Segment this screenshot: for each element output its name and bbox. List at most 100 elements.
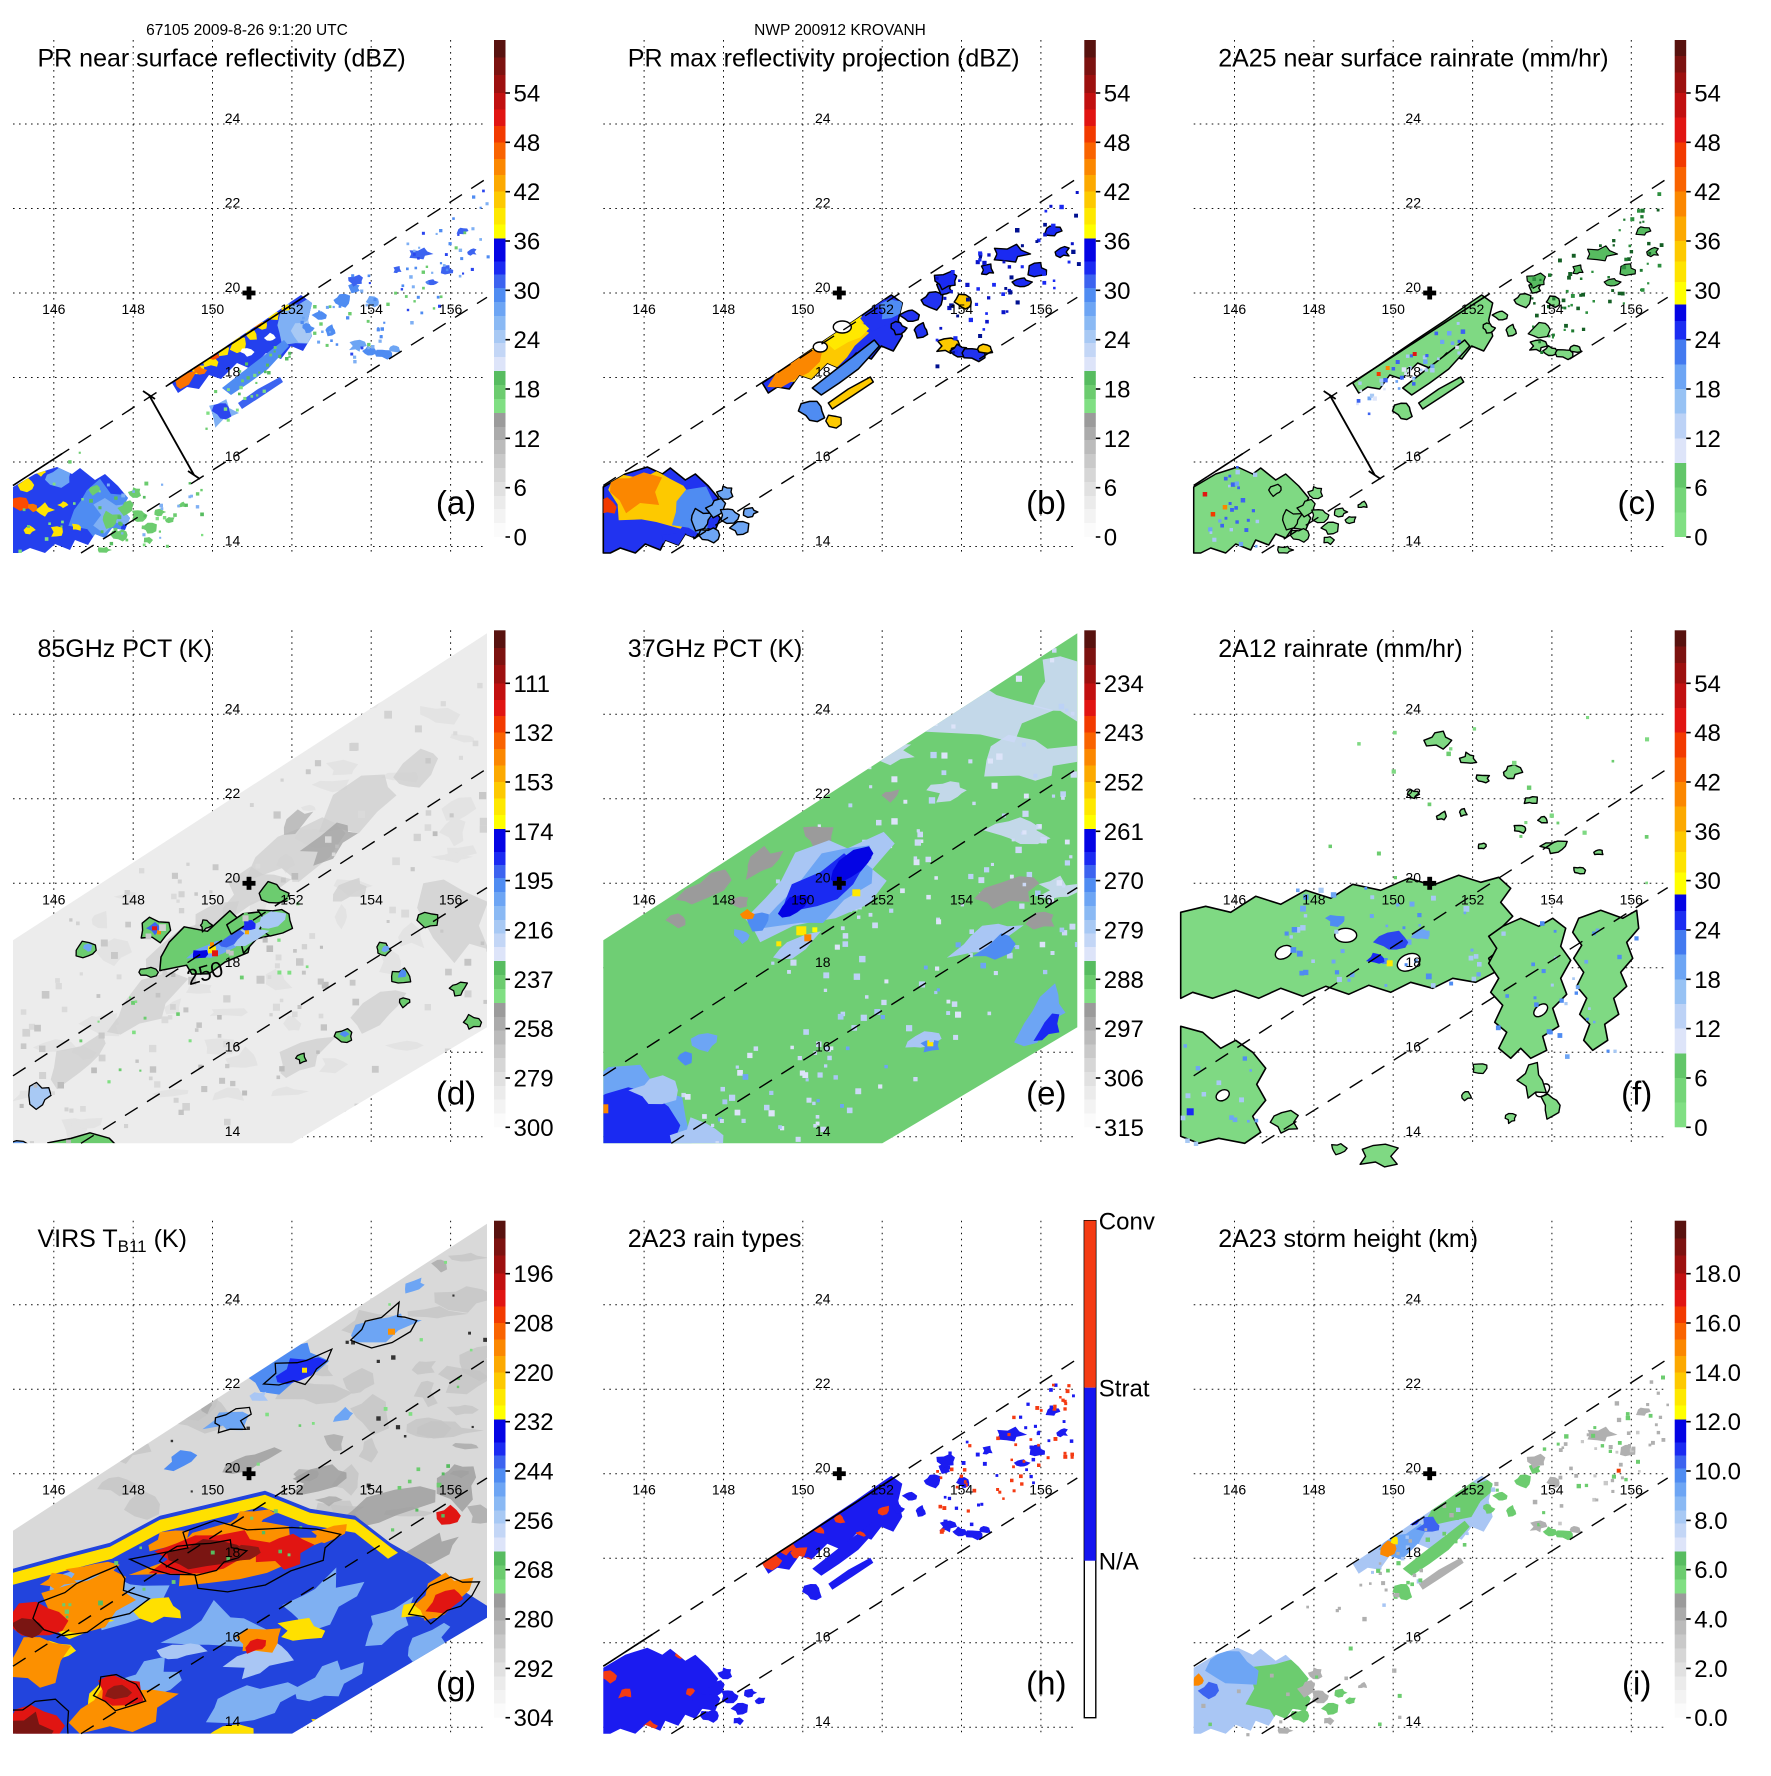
svg-text:22: 22: [815, 785, 831, 801]
svg-text:148: 148: [1302, 301, 1326, 317]
svg-text:146: 146: [1223, 301, 1247, 317]
svg-text:292: 292: [514, 1656, 554, 1683]
svg-text:146: 146: [632, 301, 656, 317]
svg-text:156: 156: [1029, 301, 1053, 317]
svg-text:152: 152: [871, 1482, 895, 1498]
svg-text:22: 22: [1405, 195, 1421, 211]
svg-text:111: 111: [514, 671, 550, 698]
svg-text:146: 146: [632, 1482, 656, 1498]
svg-text:152: 152: [871, 891, 895, 907]
svg-text:154: 154: [360, 301, 384, 317]
svg-text:297: 297: [1104, 1016, 1144, 1043]
svg-text:300: 300: [514, 1115, 554, 1142]
svg-text:152: 152: [1461, 1482, 1485, 1498]
svg-text:150: 150: [791, 891, 815, 907]
svg-text:156: 156: [439, 891, 463, 907]
svg-text:N/A: N/A: [1099, 1549, 1139, 1576]
svg-text:18: 18: [225, 364, 241, 380]
svg-text:20: 20: [815, 279, 831, 295]
svg-text:18.0: 18.0: [1694, 1261, 1741, 1288]
svg-text:216: 216: [514, 918, 554, 945]
svg-text:6: 6: [1104, 475, 1117, 502]
svg-text:VIRS TB11 (K): VIRS TB11 (K): [38, 1225, 187, 1256]
svg-text:6: 6: [1694, 1066, 1707, 1093]
svg-text:148: 148: [712, 1482, 736, 1498]
svg-text:12: 12: [1694, 426, 1721, 453]
svg-text:36: 36: [1694, 819, 1721, 846]
svg-text:24: 24: [514, 327, 541, 354]
svg-text:24: 24: [225, 700, 241, 716]
svg-text:18: 18: [815, 1544, 831, 1560]
svg-text:315: 315: [1104, 1115, 1144, 1142]
svg-text:0: 0: [514, 525, 527, 552]
svg-text:146: 146: [1223, 1482, 1247, 1498]
svg-text:152: 152: [1461, 301, 1485, 317]
svg-text:234: 234: [1104, 671, 1144, 698]
svg-text:150: 150: [791, 1482, 815, 1498]
svg-text:Strat: Strat: [1099, 1376, 1150, 1403]
svg-text:48: 48: [1104, 130, 1131, 157]
svg-text:146: 146: [632, 891, 656, 907]
svg-text:22: 22: [225, 785, 241, 801]
svg-text:152: 152: [1461, 891, 1485, 907]
svg-text:54: 54: [1694, 671, 1721, 698]
svg-text:42: 42: [1104, 179, 1131, 206]
svg-text:220: 220: [514, 1360, 554, 1387]
svg-text:36: 36: [514, 229, 541, 256]
svg-text:18: 18: [815, 954, 831, 970]
svg-text:0: 0: [1694, 525, 1707, 552]
svg-text:36: 36: [1104, 229, 1131, 256]
svg-text:150: 150: [201, 891, 225, 907]
svg-text:30: 30: [1694, 278, 1721, 305]
svg-text:48: 48: [1694, 130, 1721, 157]
svg-text:PR near surface reflectivity (: PR near surface reflectivity (dBZ): [38, 45, 406, 73]
svg-text:24: 24: [1405, 700, 1421, 716]
svg-text:2A23 storm height (km): 2A23 storm height (km): [1218, 1225, 1478, 1253]
svg-text:20: 20: [815, 869, 831, 885]
svg-text:2A23 rain types: 2A23 rain types: [628, 1225, 802, 1253]
svg-text:6: 6: [514, 475, 527, 502]
svg-text:16: 16: [1405, 1038, 1421, 1054]
svg-text:14: 14: [815, 533, 831, 549]
svg-text:18: 18: [1694, 967, 1721, 994]
svg-text:18: 18: [1405, 954, 1421, 970]
svg-text:150: 150: [1382, 891, 1406, 907]
svg-text:20: 20: [225, 869, 241, 885]
svg-text:10.0: 10.0: [1694, 1459, 1741, 1486]
svg-text:154: 154: [1540, 1482, 1564, 1498]
svg-text:2A12 rainrate (mm/hr): 2A12 rainrate (mm/hr): [1218, 635, 1463, 663]
svg-text:24: 24: [1405, 1291, 1421, 1307]
svg-text:154: 154: [1540, 891, 1564, 907]
svg-text:154: 154: [950, 891, 974, 907]
svg-text:54: 54: [514, 81, 541, 108]
svg-text:261: 261: [1104, 819, 1144, 846]
svg-text:8.0: 8.0: [1694, 1508, 1727, 1535]
svg-text:14: 14: [1405, 1713, 1421, 1729]
svg-text:270: 270: [1104, 868, 1144, 895]
svg-text:42: 42: [1694, 179, 1721, 206]
svg-text:20: 20: [1405, 869, 1421, 885]
svg-text:22: 22: [815, 1375, 831, 1391]
svg-text:304: 304: [514, 1705, 554, 1732]
svg-text:(g): (g): [436, 1665, 476, 1702]
svg-text:268: 268: [514, 1557, 554, 1584]
svg-text:208: 208: [514, 1311, 554, 1338]
svg-text:(b): (b): [1026, 484, 1066, 521]
svg-text:42: 42: [1694, 770, 1721, 797]
svg-text:24: 24: [1694, 327, 1721, 354]
svg-text:42: 42: [514, 179, 541, 206]
svg-text:(c): (c): [1617, 484, 1655, 521]
svg-text:2A25 near surface rainrate (mm: 2A25 near surface rainrate (mm/hr): [1218, 45, 1608, 73]
svg-text:146: 146: [42, 301, 66, 317]
svg-text:16: 16: [225, 1038, 241, 1054]
svg-text:85GHz PCT (K): 85GHz PCT (K): [38, 635, 213, 663]
svg-text:16: 16: [1405, 448, 1421, 464]
svg-text:237: 237: [514, 967, 554, 994]
svg-text:148: 148: [122, 1482, 146, 1498]
svg-text:20: 20: [1405, 1460, 1421, 1476]
svg-text:54: 54: [1104, 81, 1131, 108]
svg-text:36: 36: [1694, 229, 1721, 256]
svg-text:30: 30: [1694, 868, 1721, 895]
svg-text:14.0: 14.0: [1694, 1360, 1741, 1387]
svg-text:195: 195: [514, 868, 554, 895]
